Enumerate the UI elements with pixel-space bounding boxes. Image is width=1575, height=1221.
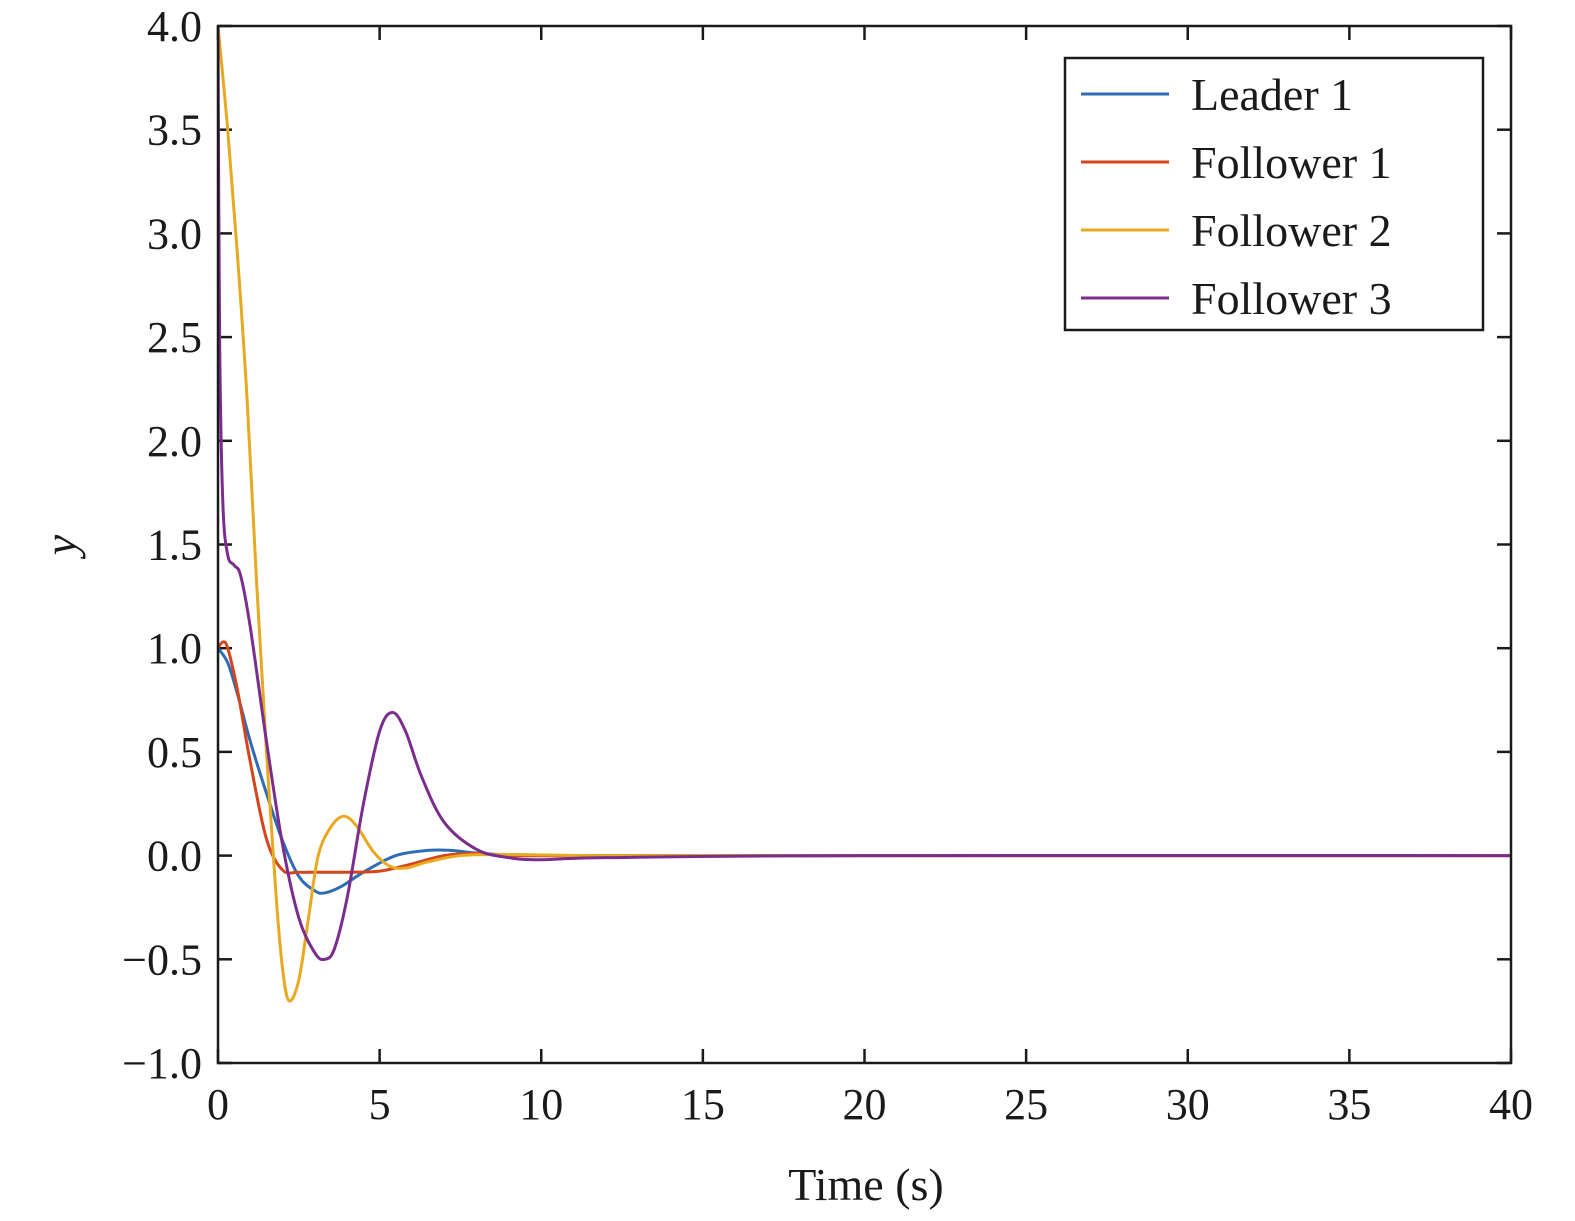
- y-tick-label: 2.5: [147, 313, 202, 362]
- x-tick-label: 20: [843, 1080, 887, 1129]
- x-tick-label: 25: [1004, 1080, 1048, 1129]
- series-line-follower-2: [218, 26, 1511, 1003]
- x-tick-label: 40: [1489, 1080, 1533, 1129]
- y-tick-label: −0.5: [122, 935, 202, 984]
- legend-box: [1063, 56, 1485, 332]
- x-tick-label: 35: [1327, 1080, 1371, 1129]
- y-tick-label: 4.0: [147, 2, 202, 51]
- y-tick-label: 1.5: [147, 521, 202, 570]
- x-tick-label: 5: [369, 1080, 391, 1129]
- y-tick-label: 0.5: [147, 728, 202, 777]
- legend-label-follower-1: Follower 1: [1191, 137, 1392, 188]
- y-tick-label: 0.0: [147, 832, 202, 881]
- x-tick-label: 15: [681, 1080, 725, 1129]
- y-tick-label: 2.0: [147, 417, 202, 466]
- y-tick-label: 3.5: [147, 106, 202, 155]
- tick-labels-layer: 0 5 10 15 20 25 30 35 40 −1.0 −0.5 0.0 0.5 1.0 1.5 2.0 2…: [122, 2, 1533, 1129]
- y-tick-label: 3.0: [147, 209, 202, 258]
- series-layer: [218, 26, 1511, 1003]
- y-tick-label: −1.0: [122, 1039, 202, 1088]
- legend-label-follower-3: Follower 3: [1191, 273, 1392, 324]
- legend-label-leader-1: Leader 1: [1191, 69, 1353, 120]
- x-tick-label: 10: [519, 1080, 563, 1129]
- y-axis-label: y: [35, 534, 86, 559]
- x-axis-label: Time (s): [788, 1159, 944, 1210]
- x-tick-label: 30: [1166, 1080, 1210, 1129]
- x-tick-label: 0: [207, 1080, 229, 1129]
- series-line-follower-3: [218, 26, 1511, 962]
- y-tick-label: 1.0: [147, 624, 202, 673]
- plot-area-frame: [216, 24, 1513, 1065]
- legend: Leader 1 Follower 1 Follower 2 Follower 3: [1063, 56, 1485, 332]
- legend-label-follower-2: Follower 2: [1191, 205, 1392, 256]
